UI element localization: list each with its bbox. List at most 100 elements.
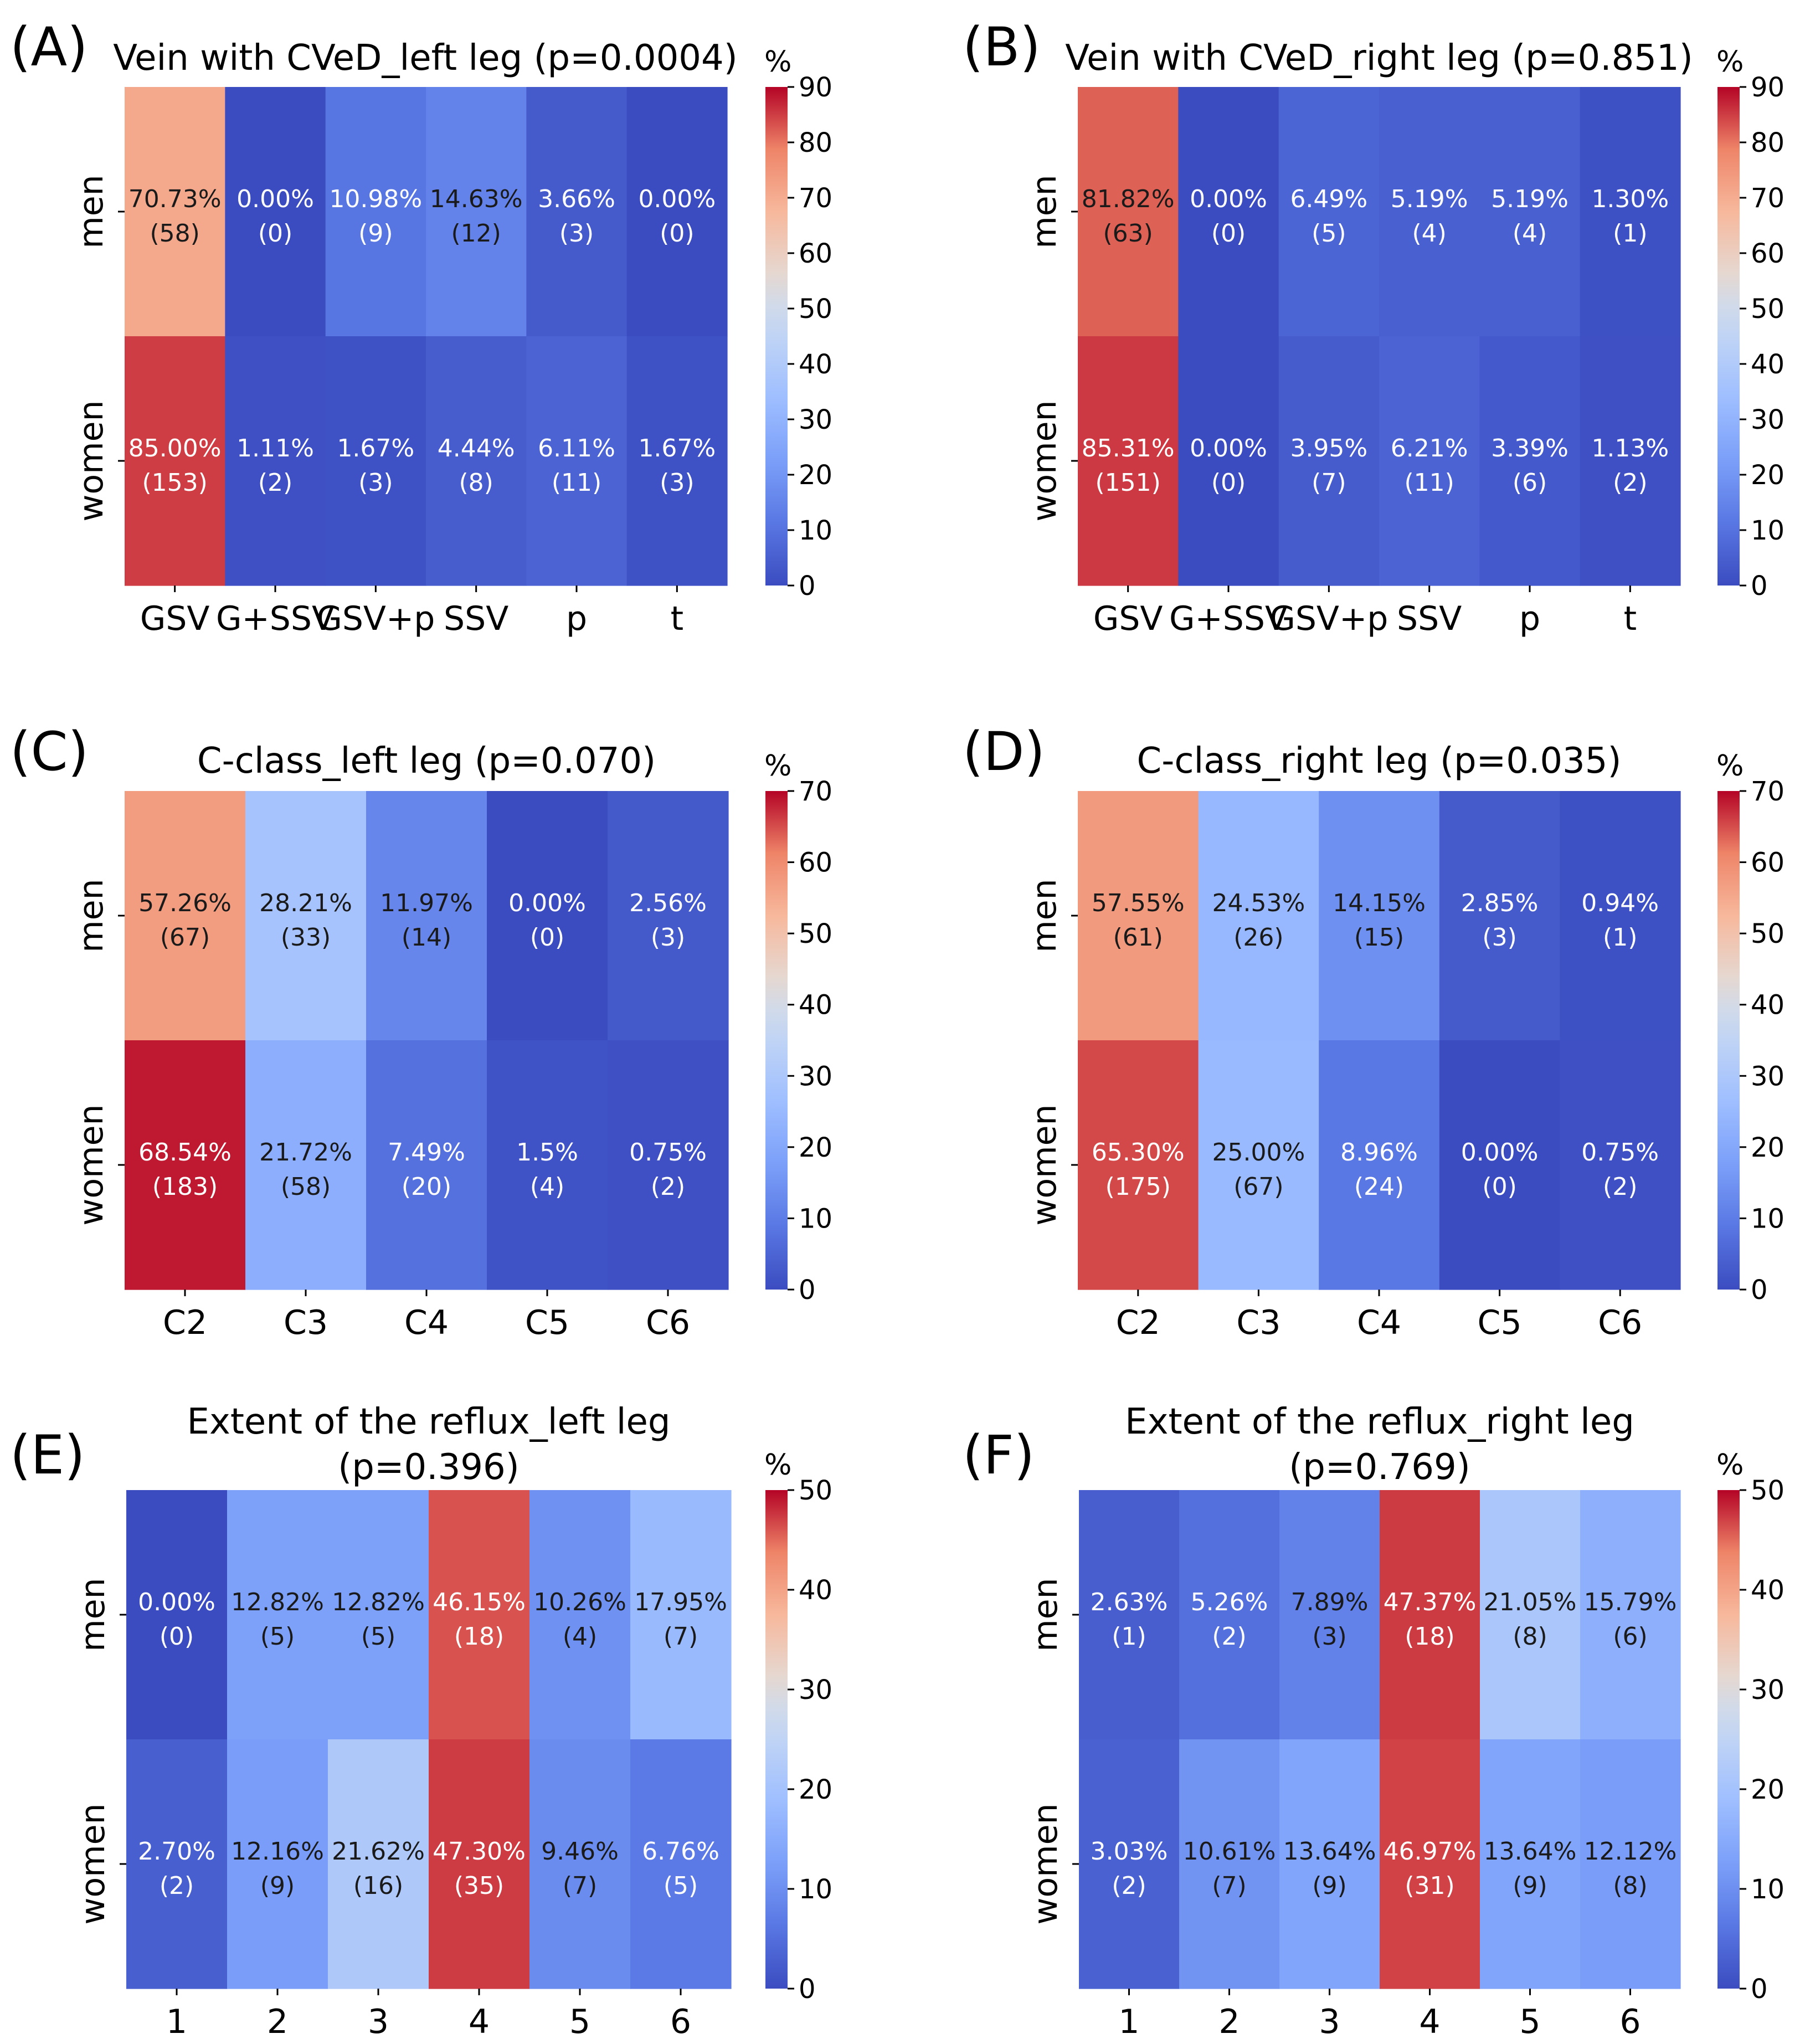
cell-count-label: (5) xyxy=(260,1622,295,1651)
colorbar-tick-label: 50 xyxy=(1751,294,1785,325)
x-tick-label: 2 xyxy=(267,2002,288,2041)
cell-count-label: (151) xyxy=(1096,469,1161,497)
cell-percent-label: 15.79% xyxy=(1584,1588,1677,1616)
heatmap-cell xyxy=(328,1739,429,1989)
colorbar-tick-label: 60 xyxy=(799,238,832,269)
colorbar-tick-label: 20 xyxy=(799,460,832,491)
cell-count-label: (0) xyxy=(1211,469,1246,497)
colorbar-tick-label: 40 xyxy=(799,349,832,380)
heatmap-cell xyxy=(1479,87,1581,337)
cell-percent-label: 1.11% xyxy=(236,434,314,463)
panel-title: Extent of the reflux_right leg xyxy=(1125,1401,1634,1442)
cell-count-label: (11) xyxy=(1405,469,1454,497)
cell-count-label: (24) xyxy=(1354,1173,1404,1201)
y-tick-label: women xyxy=(1025,400,1064,521)
cell-percent-label: 57.55% xyxy=(1092,889,1185,917)
cell-count-label: (9) xyxy=(1312,1872,1346,1900)
heatmap-cell xyxy=(1278,87,1380,337)
heatmap-cell xyxy=(1580,1490,1681,1740)
colorbar xyxy=(765,87,788,586)
heatmap-cell xyxy=(608,1040,729,1290)
cell-percent-label: 17.95% xyxy=(634,1588,727,1616)
cell-count-label: (3) xyxy=(660,469,694,497)
cell-percent-label: 12.82% xyxy=(332,1588,425,1616)
x-tick-label: p xyxy=(566,599,587,638)
heatmap-cell xyxy=(125,791,246,1041)
cell-percent-label: 21.62% xyxy=(332,1837,425,1866)
cell-count-label: (3) xyxy=(1312,1622,1346,1651)
x-tick-label: t xyxy=(1624,599,1637,638)
cell-count-label: (3) xyxy=(1482,923,1516,952)
x-tick-label: GSV xyxy=(1093,599,1163,638)
panel-label: (D) xyxy=(963,721,1045,783)
panel-title: (p=0.769) xyxy=(1289,1447,1470,1488)
colorbar-tick-label: 0 xyxy=(799,1974,816,2005)
cell-percent-label: 0.00% xyxy=(138,1588,215,1616)
heatmap-cell xyxy=(1078,87,1179,337)
colorbar-tick-label: 20 xyxy=(1751,1132,1785,1163)
colorbar-tick-label: 10 xyxy=(799,1203,832,1234)
heatmap-cell xyxy=(1479,336,1581,586)
x-tick-label: 5 xyxy=(1519,2002,1540,2041)
cell-count-label: (4) xyxy=(1513,219,1547,248)
heatmap-cell xyxy=(1179,1739,1280,1989)
x-tick-label: C2 xyxy=(1116,1303,1160,1342)
colorbar-tick-label: 0 xyxy=(1751,1275,1768,1306)
colorbar-tick-label: 10 xyxy=(799,515,832,546)
cell-count-label: (11) xyxy=(552,469,601,497)
heatmap-cell xyxy=(1179,1490,1280,1740)
cell-percent-label: 65.30% xyxy=(1092,1138,1185,1167)
colorbar-tick-label: 20 xyxy=(799,1132,832,1163)
cell-percent-label: 7.89% xyxy=(1291,1588,1369,1616)
cell-percent-label: 12.82% xyxy=(231,1588,324,1616)
cell-percent-label: 2.56% xyxy=(629,889,707,917)
colorbar-unit-label: % xyxy=(764,1449,791,1482)
cell-count-label: (18) xyxy=(454,1622,504,1651)
colorbar-tick-label: 50 xyxy=(799,1475,832,1506)
y-tick-label: women xyxy=(1026,1803,1065,1924)
cell-count-label: (8) xyxy=(459,469,493,497)
x-tick-label: p xyxy=(1519,599,1540,638)
heatmap-cell xyxy=(125,87,225,337)
heatmap-panel: (E) Extent of the reflux_left leg (p=0.396… xyxy=(10,1401,832,2041)
cell-count-label: (153) xyxy=(142,469,208,497)
cell-percent-label: 68.54% xyxy=(138,1138,232,1167)
heatmap-cell xyxy=(1439,1040,1560,1290)
colorbar-tick-label: 70 xyxy=(799,776,832,807)
heatmap-cell xyxy=(526,336,628,586)
heatmap-cell xyxy=(227,1490,328,1740)
heatmap-cell xyxy=(429,1490,530,1740)
heatmap-cell xyxy=(227,1739,328,1989)
cell-count-label: (15) xyxy=(1354,923,1404,952)
heatmap-cell xyxy=(1580,336,1681,586)
cell-count-label: (8) xyxy=(1513,1622,1547,1651)
cell-count-label: (1) xyxy=(1613,219,1647,248)
cell-count-label: (2) xyxy=(651,1173,685,1201)
cell-percent-label: 3.03% xyxy=(1091,1837,1168,1866)
cell-percent-label: 2.85% xyxy=(1461,889,1539,917)
colorbar-tick-label: 60 xyxy=(1751,238,1785,269)
colorbar-tick-label: 30 xyxy=(799,404,832,435)
heatmap-cell xyxy=(225,336,326,586)
x-tick-label: 3 xyxy=(1319,2002,1340,2041)
x-tick-label: C5 xyxy=(525,1303,569,1342)
cell-count-label: (9) xyxy=(260,1872,295,1900)
cell-percent-label: 0.00% xyxy=(508,889,586,917)
panel-title: C-class_right leg (p=0.035) xyxy=(1137,741,1622,782)
heatmap-cell xyxy=(1380,1739,1480,1989)
cell-count-label: (0) xyxy=(530,923,564,952)
cell-percent-label: 1.30% xyxy=(1591,185,1669,213)
x-tick-label: C3 xyxy=(284,1303,328,1342)
colorbar xyxy=(765,1490,788,1989)
colorbar-tick-label: 0 xyxy=(1751,571,1768,602)
cell-percent-label: 28.21% xyxy=(259,889,352,917)
cell-count-label: (7) xyxy=(664,1622,698,1651)
cell-percent-label: 85.00% xyxy=(128,434,222,463)
panel-label: (A) xyxy=(10,16,88,78)
heatmap-cell xyxy=(328,1490,429,1740)
heatmap-cell xyxy=(125,336,225,586)
colorbar-tick-label: 90 xyxy=(799,72,832,103)
heatmap-cell xyxy=(1319,791,1440,1041)
heatmap-cell xyxy=(1580,1739,1681,1989)
